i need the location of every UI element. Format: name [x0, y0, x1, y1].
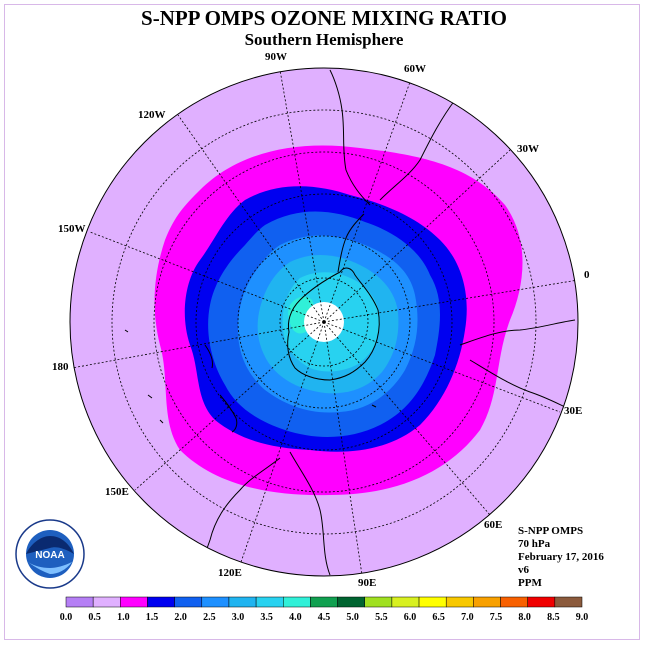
- info-level: 70 hPa: [518, 538, 551, 550]
- noaa-logo-text: NOAA: [35, 550, 64, 561]
- info-units: PPM: [518, 577, 542, 589]
- small-islands: [124, 329, 377, 424]
- new-zealand-coastline: [204, 344, 238, 433]
- lon-label-150w: 150W: [58, 223, 86, 235]
- lon-label-90e: 90E: [358, 577, 376, 589]
- info-block: S-NPP OMPS 70 hPa February 17, 2016 v6 P…: [518, 525, 604, 590]
- antarctic-peninsula: [337, 213, 365, 273]
- page-title: S-NPP OMPS OZONE MIXING RATIO: [141, 6, 507, 30]
- map-border: [69, 67, 579, 577]
- info-instrument: S-NPP OMPS: [518, 525, 584, 537]
- lon-label-60e: 60E: [484, 519, 502, 531]
- lon-label-120w: 120W: [138, 109, 166, 121]
- antarctica-coastline: [287, 267, 380, 381]
- noaa-logo: NOAA: [15, 519, 85, 589]
- lon-label-30e: 30E: [564, 405, 582, 417]
- page-subtitle: Southern Hemisphere: [244, 30, 404, 49]
- outer-frame: [4, 4, 640, 640]
- lon-label-120e: 120E: [218, 567, 242, 579]
- lon-label-60w: 60W: [404, 63, 426, 75]
- lon-label-150e: 150E: [105, 486, 129, 498]
- latitude-circles: [111, 109, 537, 535]
- lon-label-0: 0: [584, 269, 590, 281]
- lon-label-90w: 90W: [265, 51, 287, 63]
- lon-label-180: 180: [52, 361, 69, 373]
- meridians: [71, 69, 578, 576]
- lon-label-30w: 30W: [517, 143, 539, 155]
- info-version: v6: [518, 564, 529, 576]
- info-date: February 17, 2016: [518, 551, 604, 563]
